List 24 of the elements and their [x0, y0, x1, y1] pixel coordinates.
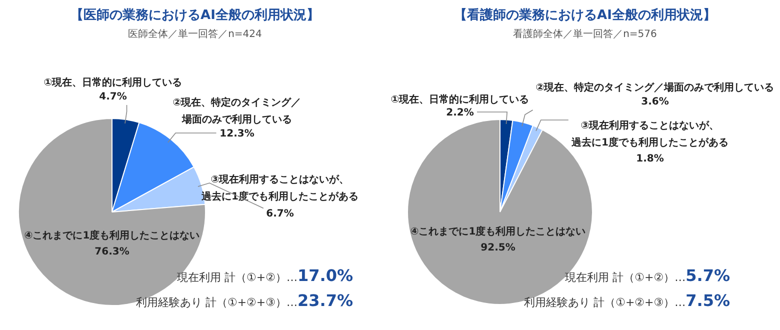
text: 利用経験あり 計（①+②+③）…23.7% [136, 291, 353, 310]
text: 現在利用 計（①+②）…17.0% [177, 266, 353, 285]
data-label: 3.6% [641, 96, 669, 108]
slice-label: ①現在、日常的に利用している [390, 94, 530, 106]
chart-title: 【看護師の業務におけるAI全般の利用状況】 [453, 7, 717, 24]
text: 現在利用 計（①+②）…5.7% [565, 266, 730, 285]
chart-title: 【医師の業務におけるAI全般の利用状況】 [70, 7, 320, 24]
data-label: 1.8% [636, 154, 664, 165]
data-label: 6.7% [266, 208, 294, 220]
data-label: 92.5% [480, 242, 516, 254]
text: 利用経験あり 計（①+②+③）…7.5% [524, 291, 730, 310]
slice-label: ④これまでに1度も利用したことはない [24, 230, 200, 242]
slice-label: ②現在、特定のタイミング／場面のみで利用している [536, 82, 774, 94]
slice-label: ②現在、特定のタイミング／場面のみで利用している [172, 96, 302, 126]
data-label: 76.3% [94, 246, 130, 258]
chart-subtitle: 医師全体／単一回答／n=424 [127, 28, 263, 41]
data-label: 2.2% [446, 108, 474, 119]
slice-label: ④これまでに1度も利用したことはない [410, 226, 586, 238]
slice-label: ③現在利用することはないが、過去に1度でも利用したことがある [570, 120, 728, 149]
chart-subtitle: 看護師全体／単一回答／n=576 [512, 28, 658, 41]
slice-label: ①現在、日常的に利用している [44, 76, 182, 89]
data-label: 4.7% [99, 92, 127, 103]
slice-label: ③現在利用することはないが、過去に1度でも利用したことがある [200, 174, 358, 203]
data-label: 12.3% [220, 128, 254, 140]
